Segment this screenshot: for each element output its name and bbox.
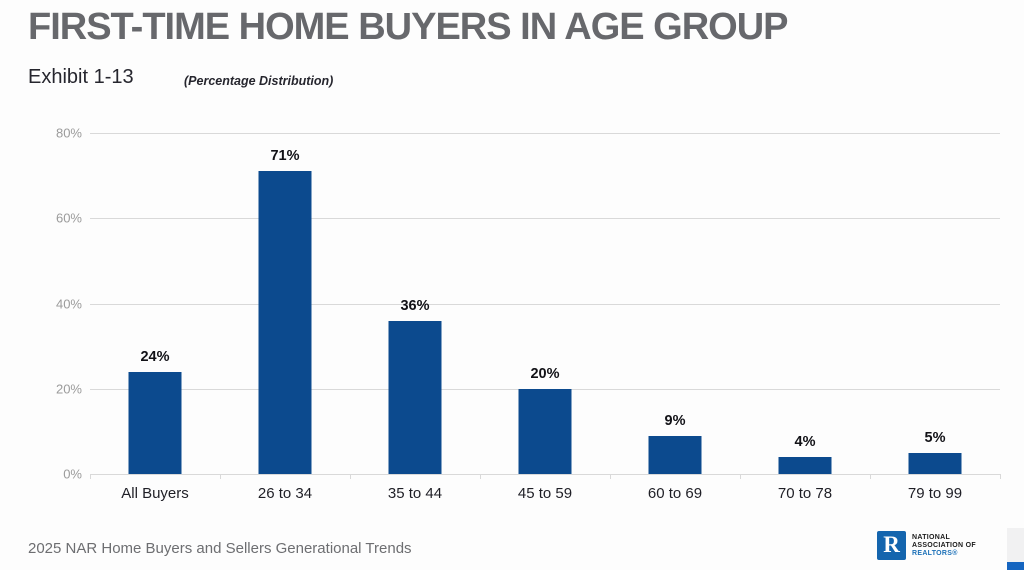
- bar: [388, 320, 442, 474]
- x-axis-tick: [90, 474, 91, 479]
- x-axis-category-label: 26 to 34: [257, 485, 313, 502]
- page-title: FIRST-TIME HOME BUYERS IN AGE GROUP: [28, 6, 789, 48]
- nar-r-icon: R: [877, 531, 906, 560]
- nar-logo-line1: NATIONAL: [912, 533, 951, 541]
- bar-value-label: 71%: [270, 148, 300, 165]
- source-note: 2025 NAR Home Buyers and Sellers Generat…: [28, 540, 412, 557]
- x-axis-tick: [610, 474, 611, 479]
- page-edge-strip: [1007, 528, 1024, 570]
- bar-chart: 24% All Buyers 71% 26 to 34 36% 35 to 44 20% 45…: [90, 133, 1001, 502]
- nar-logo-line2: ASSOCIATION OF: [912, 541, 976, 549]
- x-axis-category-label: 70 to 78: [777, 485, 833, 502]
- bar-value-label: 5%: [924, 429, 946, 446]
- bar-value-label: 24%: [140, 348, 170, 365]
- gridline-60: [90, 218, 1000, 220]
- x-axis-tick: [480, 474, 481, 479]
- bar: [778, 456, 832, 474]
- exhibit-label: Exhibit 1-13: [28, 66, 134, 88]
- bar: [128, 371, 182, 474]
- x-axis-tick: [1000, 474, 1001, 479]
- page-edge-accent: [1007, 562, 1024, 570]
- y-axis-tick-label: 80%: [55, 125, 82, 141]
- bar-group-all-buyers: 24% All Buyers: [90, 133, 220, 502]
- exhibit-subtitle: (Percentage Distribution): [184, 74, 334, 88]
- y-axis-tick-label: 0%: [63, 466, 82, 482]
- y-axis-tick-label: 20%: [55, 381, 82, 397]
- x-axis-tick: [870, 474, 871, 479]
- x-axis-category-label: 60 to 69: [647, 485, 703, 502]
- bar-group-60-to-69: 9% 60 to 69: [610, 133, 740, 502]
- x-axis-category-label: 45 to 59: [517, 485, 573, 502]
- bar-group-45-to-59: 20% 45 to 59: [480, 133, 610, 502]
- x-axis-category-label: 79 to 99: [907, 485, 963, 502]
- y-axis-tick-label: 60%: [55, 210, 82, 226]
- y-axis-tick-label: 40%: [55, 296, 82, 311]
- bar-group-26-to-34: 71% 26 to 34: [220, 133, 350, 502]
- bar-value-label: 4%: [794, 433, 816, 450]
- bar-value-label: 36%: [400, 297, 430, 314]
- gridline-40: [90, 303, 1000, 305]
- nar-logo: R NATIONAL ASSOCIATION OF REALTORS®: [877, 531, 976, 560]
- gridline-0: [90, 474, 1000, 475]
- gridline-80: [90, 133, 1000, 134]
- x-axis-category-label: All Buyers: [121, 485, 189, 502]
- bar: [648, 435, 702, 474]
- nar-logo-text: NATIONAL ASSOCIATION OF REALTORS®: [912, 534, 976, 558]
- bar-value-label: 20%: [530, 365, 560, 382]
- bar: [258, 171, 312, 474]
- bars-area: 24% All Buyers 71% 26 to 34 36% 35 to 44 20% 45…: [90, 133, 1000, 502]
- bar-group-35-to-44: 36% 35 to 44: [350, 133, 480, 502]
- bar: [908, 452, 962, 474]
- bar: [518, 388, 572, 474]
- x-axis-tick: [740, 474, 741, 479]
- y-axis: 0% 20% 40% 60% 80%: [38, 126, 82, 482]
- nar-logo-line3: REALTORS®: [912, 549, 958, 557]
- x-axis-category-label: 35 to 44: [387, 485, 443, 502]
- bar-group-70-to-78: 4% 70 to 78: [740, 133, 870, 502]
- x-axis-tick: [350, 474, 351, 479]
- nar-r-letter: R: [883, 532, 900, 557]
- bar-group-79-to-99: 5% 79 to 99: [870, 133, 1000, 502]
- x-axis-tick: [220, 474, 221, 479]
- bar-value-label: 9%: [664, 412, 686, 429]
